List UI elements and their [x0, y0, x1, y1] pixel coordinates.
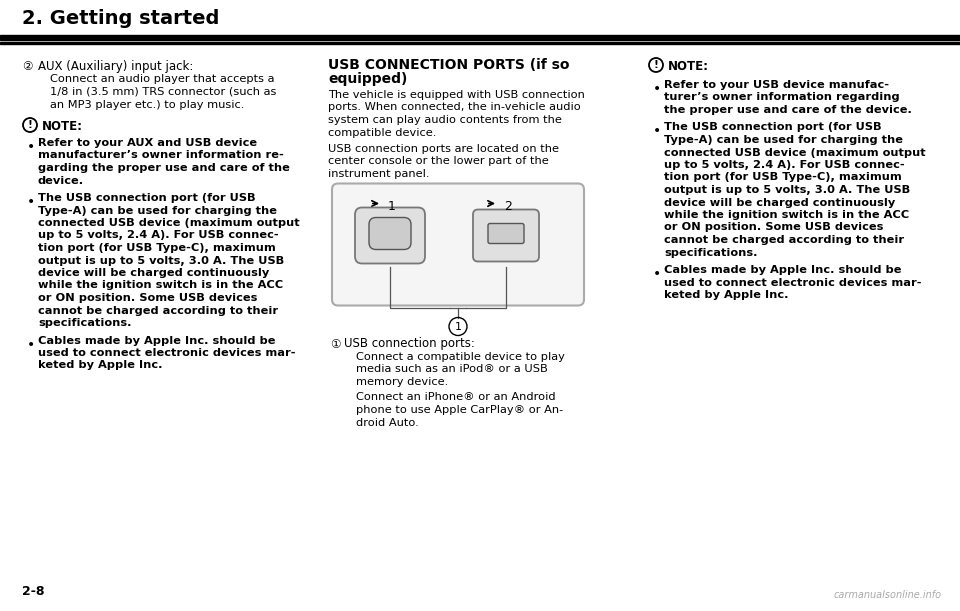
Text: or ON position. Some USB devices: or ON position. Some USB devices: [664, 222, 883, 233]
Text: while the ignition switch is in the ACC: while the ignition switch is in the ACC: [38, 280, 283, 290]
Text: device will be charged continuously: device will be charged continuously: [664, 197, 896, 208]
Text: an MP3 player etc.) to play music.: an MP3 player etc.) to play music.: [50, 100, 245, 109]
FancyBboxPatch shape: [355, 208, 425, 263]
Text: cannot be charged according to their: cannot be charged according to their: [664, 235, 904, 245]
Text: keted by Apple Inc.: keted by Apple Inc.: [664, 290, 788, 300]
Text: the proper use and care of the device.: the proper use and care of the device.: [664, 105, 912, 115]
Text: •: •: [27, 140, 36, 154]
Text: Cables made by Apple Inc. should be: Cables made by Apple Inc. should be: [38, 335, 276, 345]
Text: 1/8 in (3.5 mm) TRS connector (such as: 1/8 in (3.5 mm) TRS connector (such as: [50, 87, 276, 97]
Text: connected USB device (maximum output: connected USB device (maximum output: [38, 218, 300, 228]
Text: memory device.: memory device.: [356, 377, 448, 387]
Text: USB connection ports:: USB connection ports:: [344, 337, 475, 351]
Text: phone to use Apple CarPlay® or An-: phone to use Apple CarPlay® or An-: [356, 405, 564, 415]
Text: droid Auto.: droid Auto.: [356, 417, 419, 428]
Text: tion port (for USB Type-C), maximum: tion port (for USB Type-C), maximum: [38, 243, 276, 253]
Text: keted by Apple Inc.: keted by Apple Inc.: [38, 360, 162, 370]
Text: compatible device.: compatible device.: [328, 128, 437, 137]
Text: tion port (for USB Type-C), maximum: tion port (for USB Type-C), maximum: [664, 172, 901, 183]
Text: The USB connection port (for USB: The USB connection port (for USB: [38, 193, 255, 203]
Text: ②: ②: [22, 60, 33, 73]
Text: manufacturer’s owner information re-: manufacturer’s owner information re-: [38, 150, 284, 161]
Text: •: •: [27, 337, 36, 351]
Text: while the ignition switch is in the ACC: while the ignition switch is in the ACC: [664, 210, 909, 220]
Text: used to connect electronic devices mar-: used to connect electronic devices mar-: [664, 277, 922, 288]
Text: Refer to your USB device manufac-: Refer to your USB device manufac-: [664, 80, 889, 90]
Text: instrument panel.: instrument panel.: [328, 169, 429, 179]
Text: device.: device.: [38, 175, 84, 186]
Bar: [0, 35, 960, 40]
FancyBboxPatch shape: [488, 224, 524, 244]
Text: ports. When connected, the in-vehicle audio: ports. When connected, the in-vehicle au…: [328, 103, 581, 112]
Text: cannot be charged according to their: cannot be charged according to their: [38, 306, 278, 315]
Text: output is up to 5 volts, 3.0 A. The USB: output is up to 5 volts, 3.0 A. The USB: [664, 185, 910, 195]
Text: •: •: [653, 82, 661, 96]
Text: Connect an audio player that accepts a: Connect an audio player that accepts a: [50, 75, 275, 84]
Text: output is up to 5 volts, 3.0 A. The USB: output is up to 5 volts, 3.0 A. The USB: [38, 255, 284, 266]
Text: !: !: [28, 120, 33, 130]
Text: Cables made by Apple Inc. should be: Cables made by Apple Inc. should be: [664, 265, 901, 275]
Text: The vehicle is equipped with USB connection: The vehicle is equipped with USB connect…: [328, 90, 585, 100]
Text: USB CONNECTION PORTS (if so: USB CONNECTION PORTS (if so: [328, 58, 569, 72]
Text: ①: ①: [330, 337, 341, 351]
Text: 1: 1: [388, 200, 396, 213]
Text: AUX (Auxiliary) input jack:: AUX (Auxiliary) input jack:: [38, 60, 193, 73]
Text: turer’s owner information regarding: turer’s owner information regarding: [664, 92, 900, 103]
Text: •: •: [27, 195, 36, 209]
Bar: [0, 42, 960, 44]
Text: Connect a compatible device to play: Connect a compatible device to play: [356, 352, 564, 362]
Text: media such as an iPod® or a USB: media such as an iPod® or a USB: [356, 365, 548, 375]
Text: Type-A) can be used for charging the: Type-A) can be used for charging the: [664, 135, 903, 145]
Text: NOTE:: NOTE:: [42, 120, 83, 133]
Text: 2-8: 2-8: [22, 585, 44, 598]
Text: up to 5 volts, 2.4 A). For USB connec-: up to 5 volts, 2.4 A). For USB connec-: [664, 160, 904, 170]
FancyBboxPatch shape: [473, 210, 539, 262]
Text: used to connect electronic devices mar-: used to connect electronic devices mar-: [38, 348, 296, 358]
Text: USB connection ports are located on the: USB connection ports are located on the: [328, 144, 559, 154]
Text: system can play audio contents from the: system can play audio contents from the: [328, 115, 562, 125]
Text: specifications.: specifications.: [38, 318, 132, 328]
Text: !: !: [654, 60, 659, 70]
Text: device will be charged continuously: device will be charged continuously: [38, 268, 269, 278]
Text: 1: 1: [454, 321, 462, 332]
Text: connected USB device (maximum output: connected USB device (maximum output: [664, 147, 925, 158]
Text: specifications.: specifications.: [664, 247, 757, 257]
Text: or ON position. Some USB devices: or ON position. Some USB devices: [38, 293, 257, 303]
Text: garding the proper use and care of the: garding the proper use and care of the: [38, 163, 290, 173]
Text: •: •: [653, 267, 661, 281]
FancyBboxPatch shape: [332, 183, 584, 306]
Text: carmanualsonline.info: carmanualsonline.info: [834, 590, 942, 600]
Text: 2. Getting started: 2. Getting started: [22, 9, 220, 27]
FancyBboxPatch shape: [369, 218, 411, 249]
Text: Connect an iPhone® or an Android: Connect an iPhone® or an Android: [356, 392, 556, 403]
Text: The USB connection port (for USB: The USB connection port (for USB: [664, 122, 881, 133]
Text: center console or the lower part of the: center console or the lower part of the: [328, 156, 549, 167]
Text: Type-A) can be used for charging the: Type-A) can be used for charging the: [38, 205, 277, 216]
Text: 2: 2: [504, 200, 512, 213]
Text: up to 5 volts, 2.4 A). For USB connec-: up to 5 volts, 2.4 A). For USB connec-: [38, 230, 278, 241]
Text: •: •: [653, 125, 661, 139]
Text: equipped): equipped): [328, 72, 407, 86]
Text: Refer to your AUX and USB device: Refer to your AUX and USB device: [38, 138, 257, 148]
Text: NOTE:: NOTE:: [668, 60, 709, 73]
